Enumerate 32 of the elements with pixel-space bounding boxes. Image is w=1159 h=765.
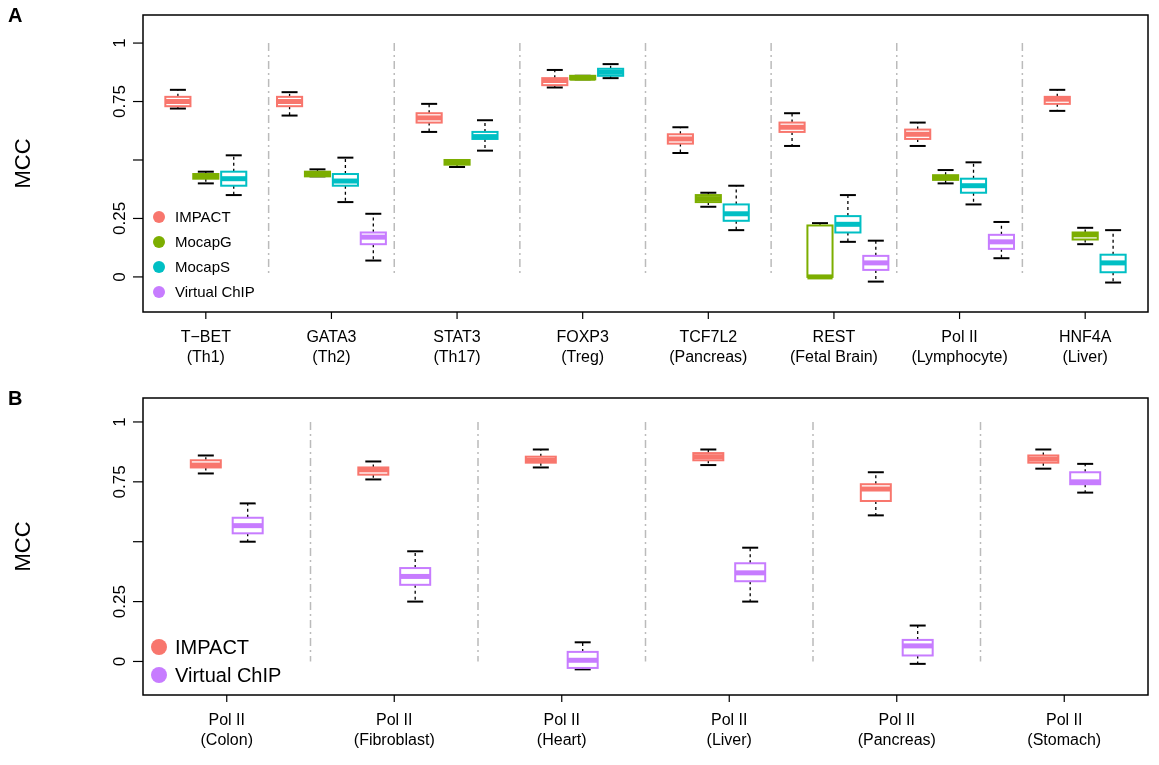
y-tick-label: 0: [110, 656, 129, 667]
y-tick-label: 0.25: [110, 201, 129, 235]
x-tick-label: TCF7L2 (Pancreas): [669, 328, 748, 365]
y-tick-label: 0.75: [110, 84, 129, 119]
x-tick-label: Pol II (Stomach): [1027, 711, 1102, 748]
x-tick-label: HNF4A (Liver): [1058, 328, 1112, 365]
y-tick-label: 0.25: [110, 585, 129, 619]
legend-label: MocapS: [175, 258, 231, 276]
y-axis-title: MCC: [10, 138, 35, 189]
x-tick-label: Pol II (Heart): [536, 711, 587, 748]
y-tick-label: 1: [110, 38, 129, 48]
x-tick-label: Pol II (Liver): [706, 711, 752, 748]
x-tick-label: Pol II (Pancreas): [857, 711, 936, 748]
x-tick-label: GATA3 (Th2): [306, 328, 357, 365]
legend-label: Virtual ChIP: [175, 283, 255, 301]
x-tick-label: FOXP3 (Treg): [556, 328, 610, 365]
chart-title: B: [8, 387, 23, 409]
y-axis-title: MCC: [10, 521, 35, 572]
x-tick-label: REST (Fetal Brain): [789, 328, 878, 365]
legend-label: IMPACT: [175, 636, 250, 659]
x-tick-label: T−BET (Th1): [180, 328, 232, 365]
x-tick-label: Pol II (Lymphocyte): [911, 328, 1008, 365]
y-tick-label: 0.75: [110, 465, 129, 499]
legend-label: MocapG: [175, 233, 232, 251]
x-tick-label: STAT3 (Th17): [433, 328, 481, 365]
y-tick-label: 1: [110, 417, 129, 427]
y-tick-label: 0: [110, 272, 129, 282]
legend-label: IMPACT: [175, 208, 231, 226]
x-tick-label: Pol II (Colon): [200, 711, 253, 748]
chart-title: A: [8, 4, 23, 26]
x-tick-label: Pol II (Fibroblast): [353, 711, 435, 748]
legend-label: Virtual ChIP: [175, 664, 282, 687]
